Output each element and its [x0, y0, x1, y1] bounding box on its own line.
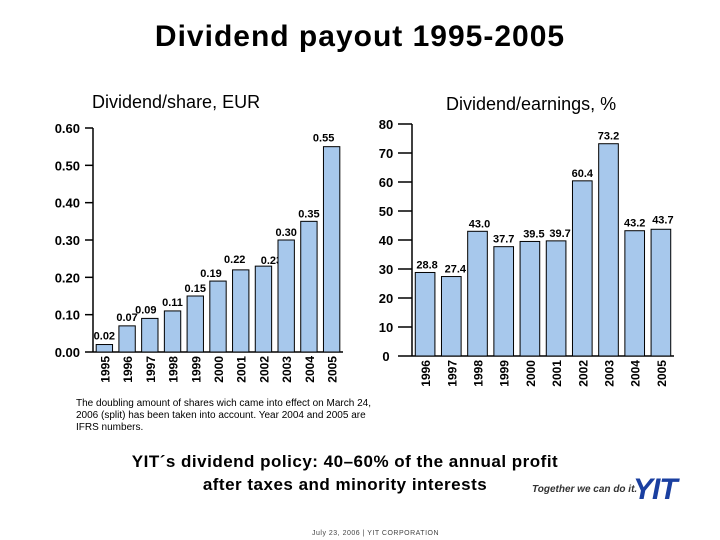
left-category-label: 2001 — [235, 356, 249, 383]
left-category-label: 2002 — [257, 356, 271, 383]
right-value-label: 73.2 — [598, 131, 619, 143]
left-category-label: 2000 — [212, 356, 226, 383]
right-category-label: 2003 — [603, 360, 617, 387]
right-value-label: 39.7 — [549, 228, 570, 240]
right-value-label: 43.7 — [652, 214, 673, 226]
left-category-label: 2005 — [326, 356, 340, 383]
footnote: The doubling amount of shares wich came … — [76, 398, 371, 433]
right-value-label: 37.7 — [493, 234, 514, 246]
left-value-label: 0.15 — [185, 283, 206, 295]
left-category-label: 2003 — [280, 356, 294, 383]
left-y-tick-label: 0.10 — [55, 308, 80, 323]
page-title: Dividend payout 1995-2005 — [154, 20, 566, 53]
right-value-label: 43.0 — [469, 218, 490, 230]
right-bar — [650, 228, 672, 357]
left-bar — [118, 325, 136, 353]
slogan: Together we can do it. — [532, 484, 638, 495]
left-category-label: 2004 — [303, 356, 317, 383]
left-y-tick-label: 0.30 — [55, 233, 80, 248]
right-bar — [571, 180, 593, 357]
left-bar — [141, 317, 159, 353]
left-y-tick-label: 0.20 — [55, 270, 80, 285]
chart-title-dividend-share: Dividend/share, EUR — [92, 92, 261, 112]
left-y-tick-label: 0.40 — [55, 196, 80, 211]
right-bar — [440, 276, 462, 357]
right-bar — [519, 240, 541, 357]
left-value-label: 0.22 — [224, 254, 245, 266]
left-value-label: 0.35 — [298, 208, 319, 220]
right-category-label: 1997 — [445, 360, 459, 387]
left-value-label: 0.19 — [200, 268, 221, 280]
right-value-label: 39.5 — [523, 228, 544, 240]
right-y-tick-label: 30 — [379, 262, 393, 277]
right-bar — [493, 246, 515, 357]
left-bar — [300, 220, 318, 353]
right-value-label: 27.4 — [445, 264, 467, 276]
left-bar — [186, 295, 204, 353]
left-bar — [209, 280, 227, 353]
right-y-tick-label: 70 — [379, 146, 393, 161]
right-value-label: 28.8 — [416, 259, 437, 271]
left-y-tick-label: 0.50 — [55, 158, 80, 173]
right-category-label: 2002 — [576, 360, 590, 387]
right-bar — [414, 271, 436, 357]
right-category-label: 2004 — [629, 360, 643, 387]
right-category-label: 2000 — [524, 360, 538, 387]
left-category-label: 1998 — [167, 356, 181, 383]
right-category-label: 1999 — [498, 360, 512, 387]
left-bar — [95, 344, 114, 353]
right-y-tick-label: 50 — [379, 204, 393, 219]
right-bar — [624, 230, 646, 357]
left-category-label: 1995 — [98, 356, 112, 383]
left-value-label: 0.30 — [275, 227, 296, 239]
right-category-label: 1998 — [472, 360, 486, 387]
right-value-label: 43.2 — [624, 218, 645, 230]
left-value-label: 0.09 — [135, 304, 156, 316]
left-y-tick-label: 0.00 — [55, 345, 80, 360]
left-y-tick-label: 0.60 — [55, 121, 80, 136]
left-value-label: 0.23 — [261, 255, 282, 267]
right-category-label: 2001 — [550, 360, 564, 387]
right-bar — [598, 143, 619, 357]
left-bar — [232, 269, 250, 353]
dividend-policy-line-2: after taxes and minority interests — [202, 475, 488, 494]
right-value-label: 60.4 — [572, 168, 594, 180]
right-y-tick-label: 80 — [379, 117, 393, 132]
left-value-label: 0.11 — [162, 297, 183, 309]
footer: July 23, 2006 | YIT CORPORATION — [312, 530, 440, 537]
right-y-tick-label: 0 — [382, 349, 389, 364]
right-y-tick-label: 40 — [379, 233, 393, 248]
right-category-label: 2005 — [655, 360, 669, 387]
left-bar — [322, 146, 341, 353]
left-value-label: 0.07 — [116, 312, 137, 324]
right-y-tick-label: 20 — [379, 291, 393, 306]
right-y-tick-label: 10 — [379, 320, 393, 335]
right-y-tick-label: 60 — [379, 175, 393, 190]
dividend-policy: YIT´s dividend policy: 40–60% of the ann… — [80, 450, 610, 496]
right-bar — [467, 230, 488, 357]
left-value-label: 0.02 — [94, 331, 115, 343]
yit-logo: YIT — [633, 473, 678, 506]
chart-title-dividend-earnings: Dividend/earnings, % — [446, 94, 617, 114]
left-bar — [277, 239, 295, 353]
left-category-label: 1996 — [121, 356, 135, 383]
left-value-label: 0.55 — [313, 133, 334, 145]
dividend-policy-line-1: YIT´s dividend policy: 40–60% of the ann… — [131, 452, 559, 471]
left-category-label: 1999 — [189, 356, 203, 383]
right-category-label: 1996 — [419, 360, 433, 387]
left-bar — [254, 265, 273, 353]
right-bar — [545, 240, 567, 357]
left-category-label: 1997 — [144, 356, 158, 383]
left-bar — [163, 310, 182, 353]
